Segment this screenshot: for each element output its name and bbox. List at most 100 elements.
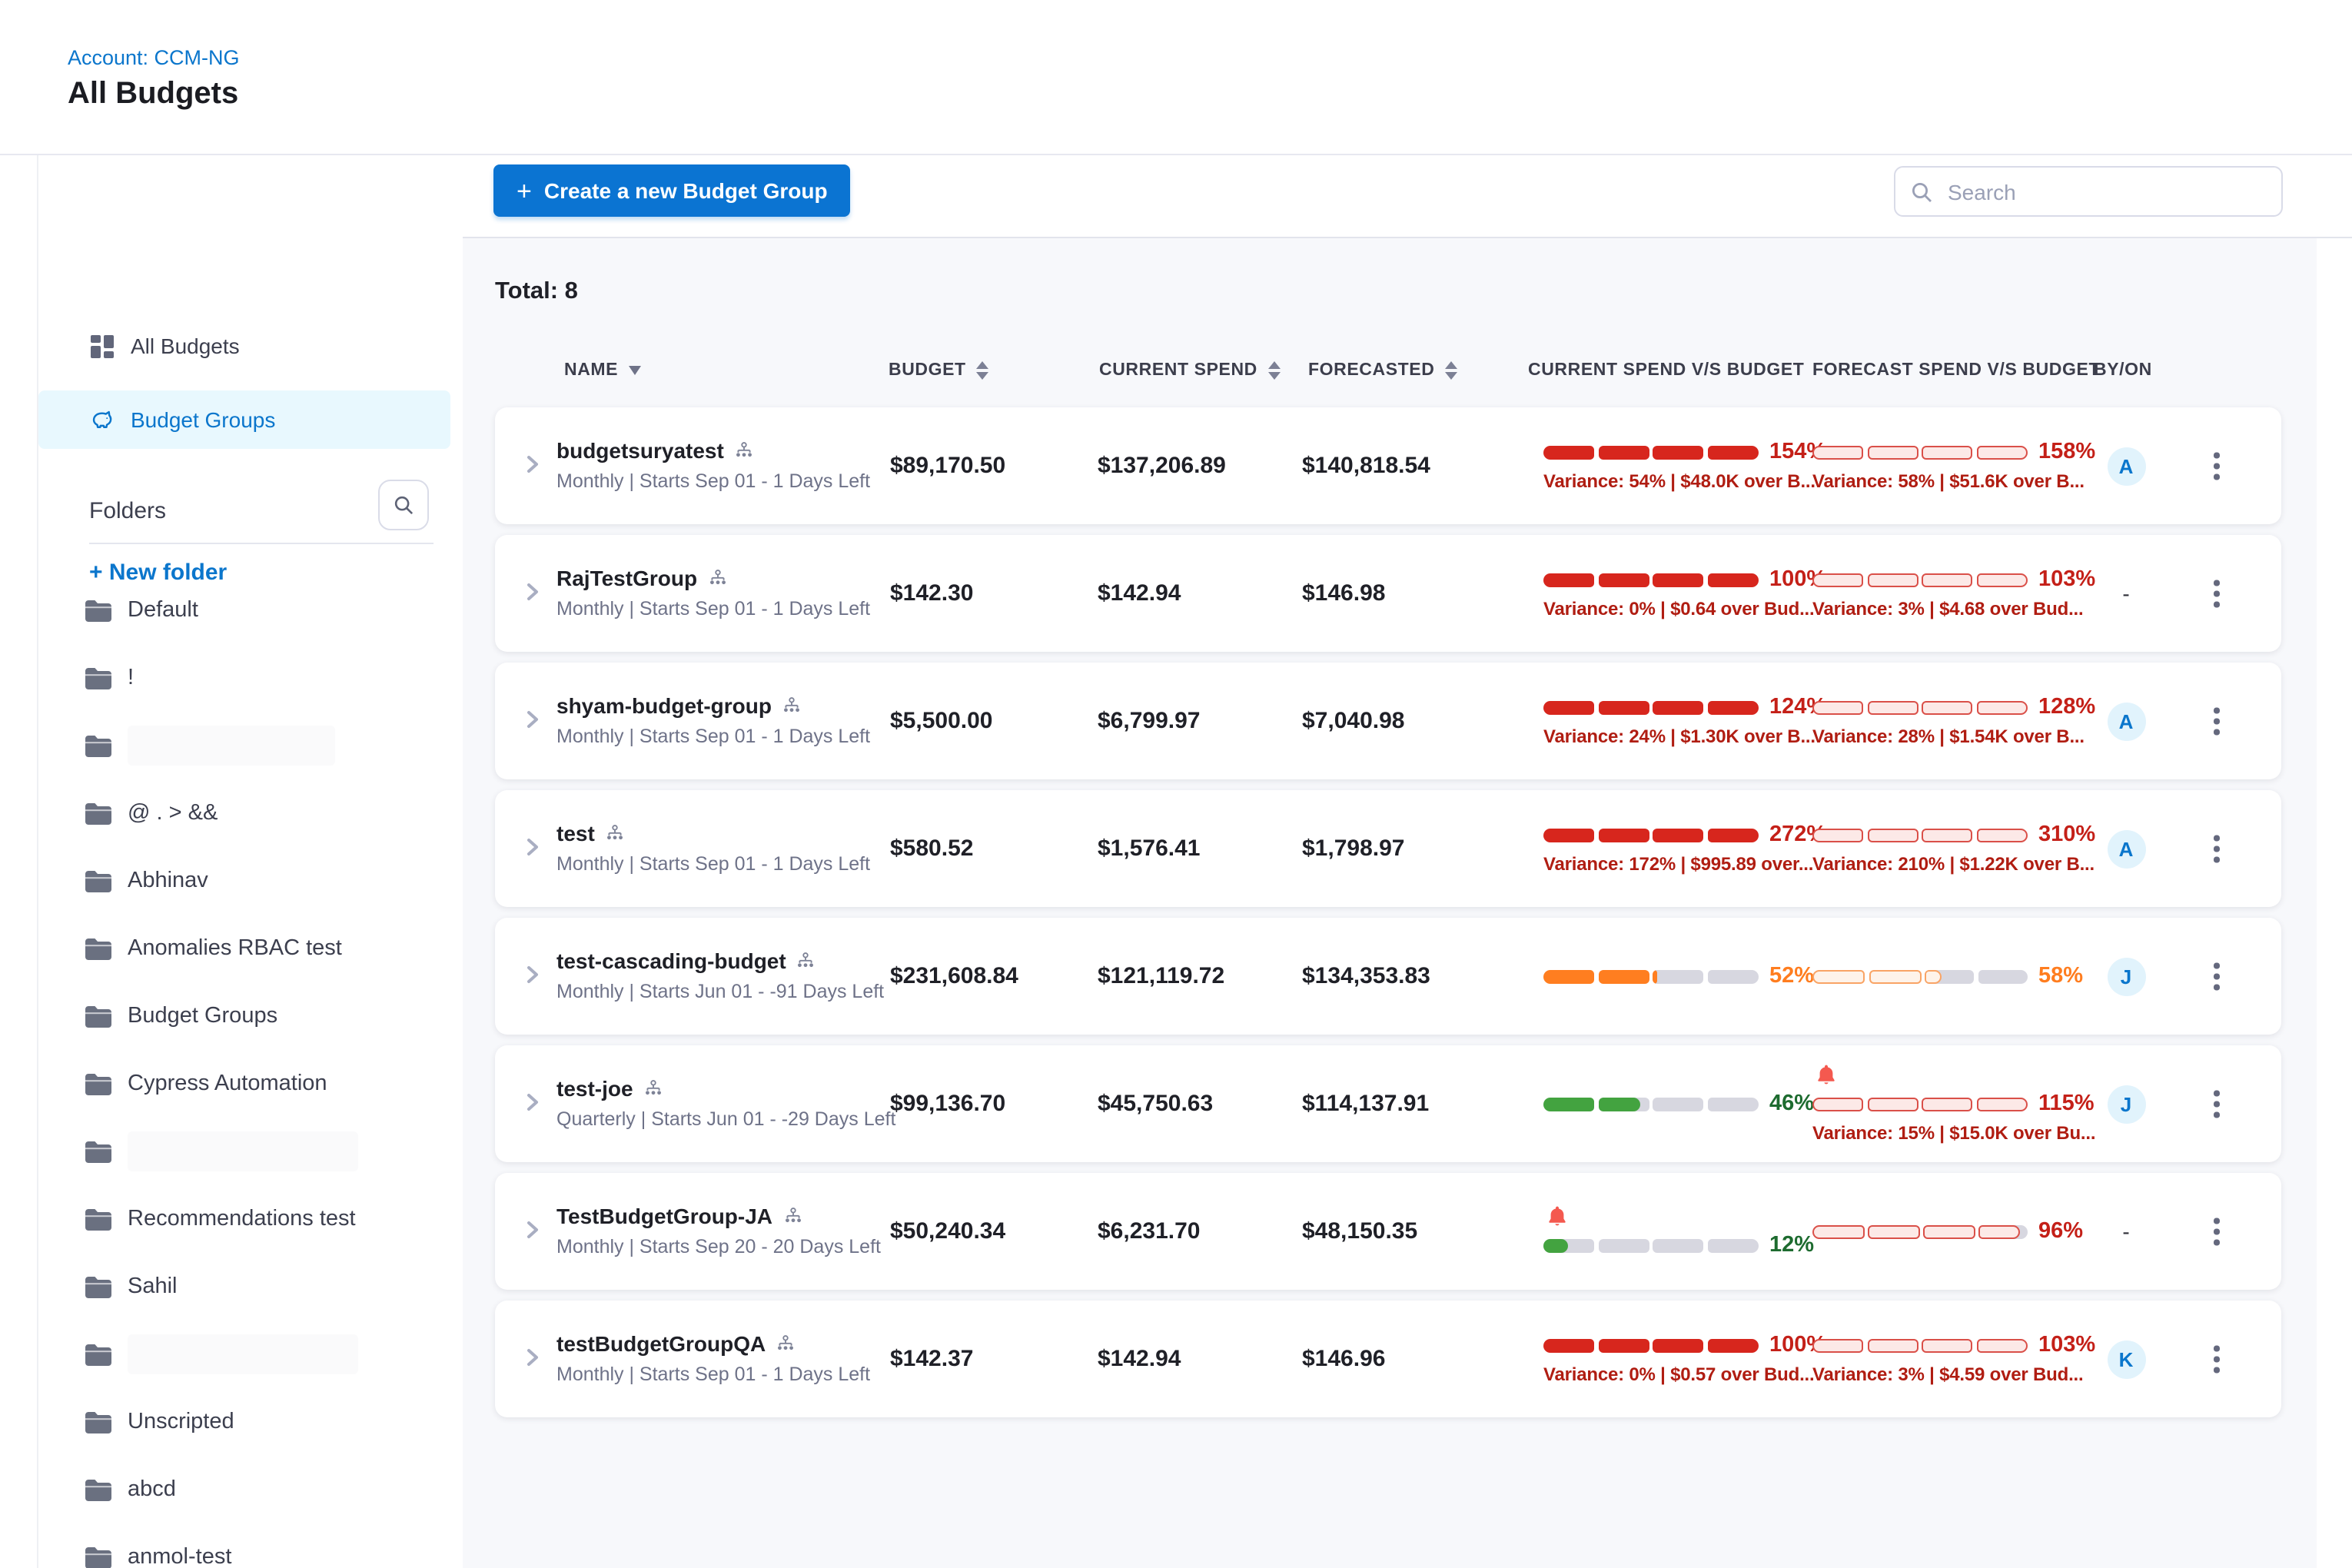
- folder-item[interactable]: Cypress Automation: [38, 1061, 463, 1107]
- budget-group-name[interactable]: test-cascading-budget: [556, 948, 786, 973]
- row-menu-button[interactable]: [2204, 571, 2228, 616]
- forecasted-value: $146.98: [1302, 580, 1385, 606]
- bar-segment: [1708, 969, 1759, 983]
- budget-group-row[interactable]: TestBudgetGroup-JA Monthly | Starts Sep …: [495, 1173, 2281, 1290]
- name-cell: test-joe Quarterly | Starts Jun 01 - -29…: [556, 1076, 895, 1130]
- budget-group-row[interactable]: shyam-budget-group Monthly | Starts Sep …: [495, 663, 2281, 779]
- current-vs-budget-cell: 52%: [1543, 918, 1808, 1035]
- budget-group-name[interactable]: test-joe: [556, 1076, 633, 1101]
- budget-group-name[interactable]: RajTestGroup: [556, 566, 697, 590]
- folder-name: Abhinav: [128, 869, 208, 893]
- folder-item[interactable]: Sahil: [38, 1264, 463, 1310]
- row-menu-button[interactable]: [2204, 1337, 2228, 1382]
- by-on-cell: K: [2106, 1339, 2146, 1379]
- folder-item[interactable]: Default: [38, 587, 463, 633]
- budget-group-row[interactable]: test-joe Quarterly | Starts Jun 01 - -29…: [495, 1045, 2281, 1162]
- folder-search-button[interactable]: [378, 480, 429, 530]
- bar-segment: [1922, 1097, 1973, 1111]
- account-breadcrumb-link[interactable]: Account: CCM-NG: [68, 46, 240, 69]
- folder-item[interactable]: !: [38, 655, 463, 701]
- bar-segment: [1598, 445, 1649, 459]
- by-on-cell: A: [2106, 829, 2146, 869]
- column-header[interactable]: NAME: [564, 361, 641, 380]
- column-label: CURRENT SPEND V/S BUDGET: [1528, 361, 1804, 380]
- name-cell: shyam-budget-group Monthly | Starts Sep …: [556, 693, 870, 747]
- bar-segment: [1653, 1097, 1704, 1111]
- expand-chevron-icon[interactable]: [520, 580, 547, 607]
- creator-avatar: J: [2107, 957, 2145, 995]
- row-menu-button[interactable]: [2204, 699, 2228, 744]
- expand-chevron-icon[interactable]: [520, 1090, 547, 1118]
- budget-group-name[interactable]: test: [556, 821, 595, 845]
- plus-icon: +: [89, 560, 103, 586]
- column-header[interactable]: FORECASTED: [1308, 361, 1457, 380]
- create-budget-group-button[interactable]: + Create a new Budget Group: [493, 164, 851, 217]
- sort-updown-icon: [977, 361, 989, 380]
- by-on-cell: -: [2106, 573, 2146, 613]
- current-variance-text: Variance: 172% | $995.89 over...: [1543, 853, 1813, 875]
- budget-group-row[interactable]: RajTestGroup Monthly | Starts Sep 01 - 1…: [495, 535, 2281, 652]
- row-menu-button[interactable]: [2204, 443, 2228, 489]
- hierarchy-icon: [708, 569, 726, 587]
- column-header: CURRENT SPEND V/S BUDGET: [1528, 361, 1804, 380]
- current-spend-value: $45,750.63: [1098, 1091, 1213, 1117]
- folder-name: Default: [128, 598, 198, 623]
- column-header[interactable]: BUDGET: [889, 361, 989, 380]
- forecasted-value: $1,798.97: [1302, 835, 1404, 862]
- row-menu-button[interactable]: [2204, 1209, 2228, 1254]
- column-header[interactable]: CURRENT SPEND: [1099, 361, 1281, 380]
- forecast-spend-percent: 96%: [2038, 1219, 2083, 1244]
- folder-item[interactable]: anmol-test: [38, 1534, 463, 1568]
- folder-item[interactable]: abcd: [38, 1467, 463, 1513]
- new-folder-button[interactable]: + New folder: [89, 560, 227, 586]
- budget-group-row[interactable]: budgetsuryatest Monthly | Starts Sep 01 …: [495, 407, 2281, 524]
- bar-segment: [1598, 700, 1649, 714]
- budget-schedule: Monthly | Starts Sep 01 - 1 Days Left: [556, 470, 870, 492]
- forecast-spend-percent: 103%: [2038, 1333, 2095, 1357]
- expand-chevron-icon[interactable]: [520, 1345, 547, 1373]
- forecast-vs-budget-cell: 58%: [1812, 918, 2105, 1035]
- folder-item[interactable]: Abhinav: [38, 858, 463, 904]
- hierarchy-icon: [776, 1334, 795, 1353]
- folder-item[interactable]: [38, 723, 463, 769]
- folder-item[interactable]: @ . > &&: [38, 790, 463, 836]
- expand-chevron-icon[interactable]: [520, 962, 547, 990]
- expand-chevron-icon[interactable]: [520, 835, 547, 862]
- expand-chevron-icon[interactable]: [520, 707, 547, 735]
- folder-icon: [83, 868, 114, 894]
- expand-chevron-icon[interactable]: [520, 452, 547, 480]
- forecast-spend-percent: 103%: [2038, 567, 2095, 592]
- bar-segment: [1922, 573, 1973, 586]
- bar-segment: [1977, 1338, 2028, 1352]
- budget-group-name[interactable]: TestBudgetGroup-JA: [556, 1204, 772, 1228]
- row-menu-button[interactable]: [2204, 826, 2228, 872]
- row-menu-button[interactable]: [2204, 954, 2228, 999]
- budget-group-name[interactable]: budgetsuryatest: [556, 438, 724, 463]
- row-menu-button[interactable]: [2204, 1081, 2228, 1127]
- budget-group-name[interactable]: shyam-budget-group: [556, 693, 772, 718]
- bar-segment: [1708, 828, 1759, 842]
- folder-name: Cypress Automation: [128, 1071, 327, 1096]
- current-spend-value: $142.94: [1098, 1346, 1181, 1372]
- bar-segment: [1708, 573, 1759, 586]
- folder-item[interactable]: Recommendations test: [38, 1196, 463, 1242]
- plus-icon: +: [517, 178, 532, 204]
- budget-group-row[interactable]: testBudgetGroupQA Monthly | Starts Sep 0…: [495, 1301, 2281, 1417]
- budget-group-row[interactable]: test-cascading-budget Monthly | Starts J…: [495, 918, 2281, 1035]
- column-label: FORECASTED: [1308, 361, 1434, 380]
- folder-item[interactable]: Anomalies RBAC test: [38, 925, 463, 972]
- folder-name: abcd: [128, 1477, 176, 1502]
- folder-item[interactable]: Budget Groups: [38, 993, 463, 1039]
- budget-group-row[interactable]: test Monthly | Starts Sep 01 - 1 Days Le…: [495, 790, 2281, 907]
- column-label: BY/ON: [2094, 361, 2152, 380]
- folder-item[interactable]: [38, 1128, 463, 1174]
- folder-item[interactable]: Unscripted: [38, 1399, 463, 1445]
- budget-group-name[interactable]: testBudgetGroupQA: [556, 1331, 766, 1356]
- folder-item[interactable]: [38, 1331, 463, 1377]
- search-input[interactable]: [1945, 178, 2258, 205]
- expand-chevron-icon[interactable]: [520, 1218, 547, 1245]
- name-cell: budgetsuryatest Monthly | Starts Sep 01 …: [556, 438, 870, 492]
- forecasted-value: $134,353.83: [1302, 963, 1430, 989]
- budget-value: $231,608.84: [890, 963, 1018, 989]
- bar-segment: [1812, 445, 1863, 459]
